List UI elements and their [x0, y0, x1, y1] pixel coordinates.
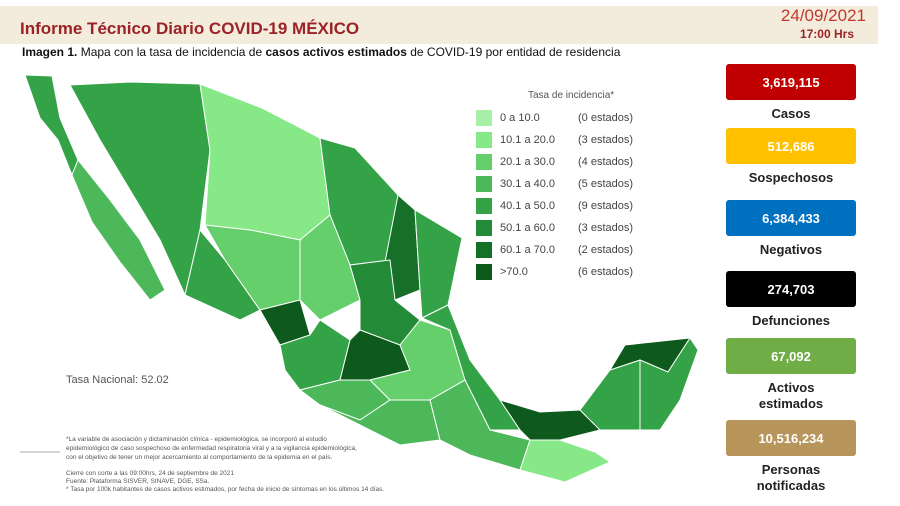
tabasco: [498, 399, 601, 441]
legend-count: (0 estados): [578, 112, 634, 124]
caption-label: Imagen 1.: [22, 45, 78, 59]
caption-text: Mapa con la tasa de incidencia de: [80, 45, 263, 59]
stat-box: 10,516,234: [726, 420, 856, 456]
nuevo-leon: [384, 194, 421, 301]
footnote: epidemiológico de caso sospechoso de enf…: [66, 445, 357, 452]
legend-range: 0 a 10.0: [500, 112, 540, 124]
quintana-roo: [639, 337, 699, 431]
stat-label: Casos: [771, 106, 811, 121]
stat-label: notificadas: [756, 478, 826, 493]
legend-swatch: [476, 132, 492, 148]
footnote: Fuente: Plataforma SISVER, SINAVE, DGE, …: [66, 478, 210, 485]
national-rate: Tasa Nacional: 52.02: [66, 374, 169, 386]
footnote: *La variable de asociación y dictaminaci…: [66, 436, 327, 443]
legend-range: >70.0: [500, 266, 528, 278]
stat-box: 274,703: [726, 271, 856, 307]
legend-range: 30.1 a 40.0: [500, 178, 556, 190]
footnote: Cierre con corte a las 09:00hrs, 24 de s…: [66, 470, 235, 477]
chiapas: [519, 439, 612, 483]
caption: Imagen 1. Mapa con la tasa de incidencia…: [22, 45, 620, 59]
stat-label: estimados: [758, 396, 824, 411]
legend-swatch: [476, 220, 492, 236]
time: 17:00 Hrs: [799, 27, 854, 41]
legend-count: (4 estados): [578, 156, 634, 168]
stat-label: Sospechosos: [748, 170, 834, 185]
stat-label: Personas: [761, 462, 821, 477]
caption-bold: casos activos estimados: [265, 45, 407, 59]
legend-title: Tasa de incidencia*: [528, 90, 615, 101]
stat-box: 3,619,115: [726, 64, 856, 100]
legend-swatch: [476, 110, 492, 126]
legend-range: 10.1 a 20.0: [500, 134, 556, 146]
caption-text: de COVID-19 por entidad de residencia: [410, 45, 621, 59]
legend-range: 60.1 a 70.0: [500, 244, 556, 256]
stat-box: 67,092: [726, 338, 856, 374]
stat-label: Activos: [767, 380, 815, 395]
legend-count: (2 estados): [578, 244, 634, 256]
legend-count: (3 estados): [578, 222, 634, 234]
footnote: * Tasa por 100k habitantes de casos acti…: [66, 486, 385, 493]
legend-count: (3 estados): [578, 134, 634, 146]
baja-california-sur: [71, 159, 166, 301]
chihuahua: [199, 83, 331, 241]
legend-count: (9 estados): [578, 200, 634, 212]
legend-count: (5 estados): [578, 178, 634, 190]
legend-range: 40.1 a 50.0: [500, 200, 556, 212]
legend-swatch: [476, 176, 492, 192]
legend-swatch: [476, 264, 492, 280]
tamaulipas: [414, 209, 463, 319]
legend-swatch: [476, 198, 492, 214]
stat-box: 6,384,433: [726, 200, 856, 236]
legend-swatch: [476, 154, 492, 170]
footnote: con el objetivo de tener un mejor acerca…: [66, 454, 333, 461]
header-bar: [0, 6, 878, 44]
stat-label: Defunciones: [751, 313, 830, 328]
baja-california: [24, 74, 79, 177]
title: Informe Técnico Diario COVID-19 MÉXICO: [20, 19, 360, 38]
stat-label: Negativos: [759, 242, 823, 257]
map: [20, 74, 699, 483]
legend-range: 20.1 a 30.0: [500, 156, 556, 168]
legend-swatch: [476, 242, 492, 258]
date: 24/09/2021: [780, 6, 866, 25]
stat-box: 512,686: [726, 128, 856, 164]
legend-range: 50.1 a 60.0: [500, 222, 556, 234]
legend-count: (6 estados): [578, 266, 634, 278]
